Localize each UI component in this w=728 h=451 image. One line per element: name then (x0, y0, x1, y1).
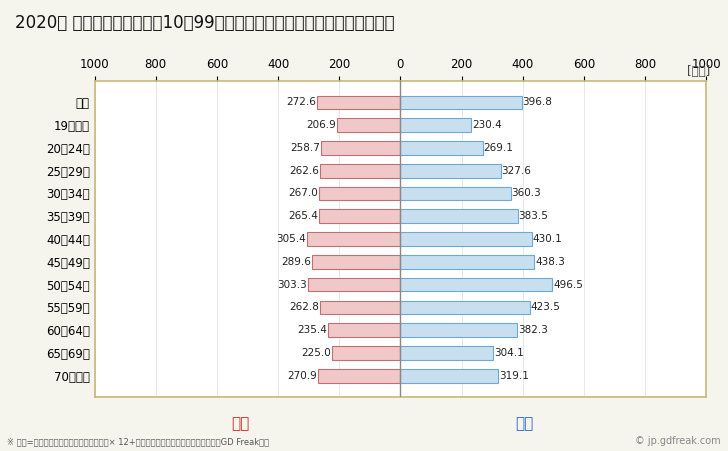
Text: 262.6: 262.6 (289, 166, 319, 176)
Text: 396.8: 396.8 (523, 97, 553, 107)
Bar (400, 209, 518, 223)
Bar (400, 96, 522, 109)
Text: 305.4: 305.4 (277, 234, 306, 244)
Text: 438.3: 438.3 (535, 257, 565, 267)
Text: 265.4: 265.4 (288, 211, 318, 221)
Text: 270.9: 270.9 (287, 371, 317, 381)
Text: 272.6: 272.6 (286, 97, 316, 107)
Text: 430.1: 430.1 (533, 234, 563, 244)
Bar (319, 187, 400, 200)
Bar (320, 300, 400, 314)
Bar (400, 278, 553, 291)
Bar (400, 232, 532, 246)
Text: 269.1: 269.1 (483, 143, 513, 153)
Text: 225.0: 225.0 (301, 348, 331, 358)
Text: 2020年 民間企業（従業者数10〜99人）フルタイム労働者の男女別平均年収: 2020年 民間企業（従業者数10〜99人）フルタイム労働者の男女別平均年収 (15, 14, 394, 32)
Bar (337, 118, 400, 132)
Bar (308, 278, 400, 291)
Text: 262.8: 262.8 (289, 302, 319, 313)
Text: 230.4: 230.4 (472, 120, 502, 130)
Text: © jp.gdfreak.com: © jp.gdfreak.com (635, 437, 721, 446)
Bar (312, 255, 400, 269)
Text: 289.6: 289.6 (281, 257, 311, 267)
Bar (400, 164, 501, 178)
Bar (328, 323, 400, 337)
Bar (400, 369, 498, 382)
Text: 206.9: 206.9 (306, 120, 336, 130)
Text: 男性: 男性 (515, 416, 534, 432)
Text: [万円]: [万円] (687, 65, 710, 78)
Text: 女性: 女性 (231, 416, 250, 432)
Text: 304.1: 304.1 (494, 348, 524, 358)
Bar (400, 300, 530, 314)
Text: ※ 年収=「きまって支給する現金給与額」× 12+「年間賞与その他特別給与額」としてGD Freak推計: ※ 年収=「きまって支給する現金給与額」× 12+「年間賞与その他特別給与額」と… (7, 437, 269, 446)
Bar (307, 232, 400, 246)
Bar (400, 255, 534, 269)
Bar (320, 164, 400, 178)
Text: 496.5: 496.5 (553, 280, 583, 290)
Bar (400, 346, 494, 360)
Text: 382.3: 382.3 (518, 325, 548, 335)
Bar (332, 346, 400, 360)
Text: 327.6: 327.6 (502, 166, 531, 176)
Text: 360.3: 360.3 (512, 189, 541, 198)
Bar (400, 118, 471, 132)
Text: 383.5: 383.5 (518, 211, 548, 221)
Bar (400, 323, 518, 337)
Bar (320, 209, 400, 223)
Text: 258.7: 258.7 (290, 143, 320, 153)
Bar (400, 187, 510, 200)
Text: 319.1: 319.1 (499, 371, 529, 381)
Text: 303.3: 303.3 (277, 280, 306, 290)
Bar (400, 141, 483, 155)
Bar (317, 96, 400, 109)
Text: 235.4: 235.4 (298, 325, 328, 335)
Text: 423.5: 423.5 (531, 302, 561, 313)
Text: 267.0: 267.0 (288, 189, 318, 198)
Bar (317, 369, 400, 382)
Bar (321, 141, 400, 155)
